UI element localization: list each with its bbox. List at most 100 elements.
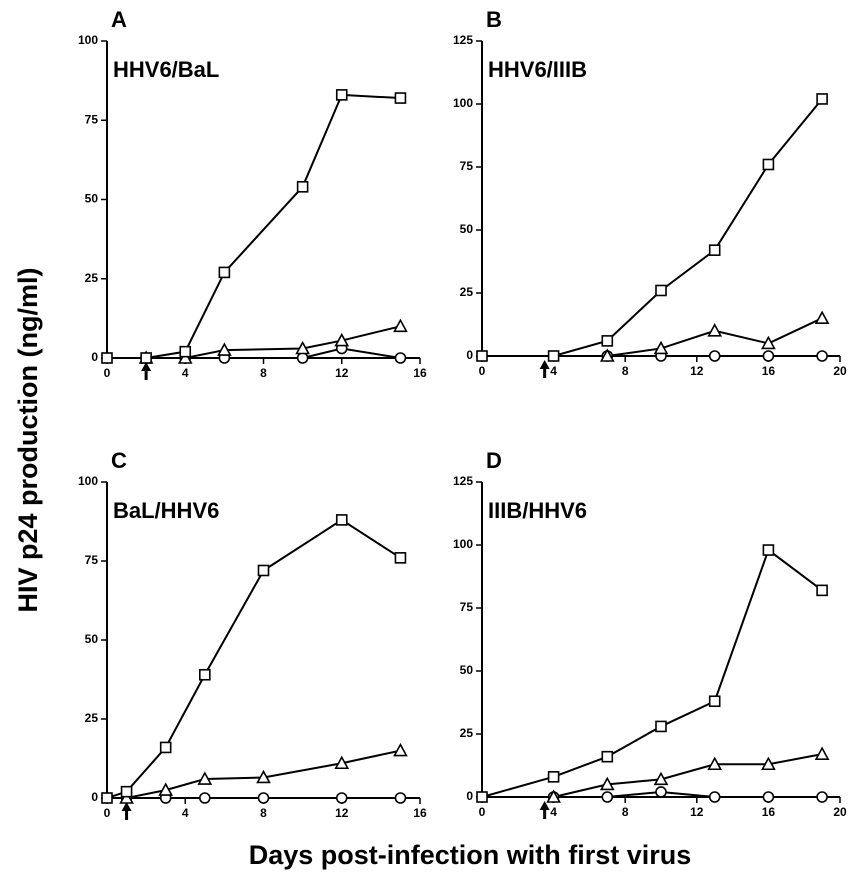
data-point — [101, 792, 113, 804]
y-tick-label: 50 — [85, 192, 99, 206]
data-point — [394, 92, 407, 104]
data-point — [476, 791, 488, 803]
data-point — [394, 552, 407, 564]
panel-label: D — [486, 448, 502, 473]
data-point — [816, 93, 828, 105]
data-point — [393, 742, 408, 757]
data-point — [140, 352, 152, 364]
data-point — [601, 791, 614, 803]
y-tick-label: 100 — [453, 537, 473, 551]
x-tick-label: 12 — [335, 806, 349, 820]
x-tick-label: 8 — [260, 366, 267, 380]
data-point — [296, 352, 309, 364]
x-tick-label: 16 — [762, 364, 776, 378]
data-point — [217, 342, 232, 356]
data-point — [296, 181, 309, 193]
x-tick-label: 8 — [260, 806, 267, 820]
series-line — [553, 753, 823, 798]
x-tick-label: 4 — [550, 364, 557, 378]
arrow — [121, 802, 132, 820]
data-point — [199, 792, 211, 804]
data-point — [546, 789, 561, 803]
data-point — [601, 335, 614, 347]
data-point — [708, 695, 721, 708]
data-point — [762, 350, 775, 362]
series-line — [106, 518, 401, 799]
panel-title: BaL/HHV6 — [113, 498, 219, 523]
y-tick-label: 50 — [85, 632, 99, 646]
data-point — [599, 776, 615, 791]
panel-label: B — [486, 7, 502, 32]
data-point — [816, 791, 828, 803]
x-tick-label: 12 — [335, 366, 349, 380]
y-tick-label: 100 — [78, 474, 98, 488]
y-tick-label: 0 — [466, 789, 473, 803]
data-point — [655, 720, 667, 733]
x-tick-label: 4 — [550, 805, 557, 819]
y-tick-label: 0 — [91, 350, 98, 364]
x-tick-label: 16 — [762, 805, 776, 819]
data-point — [707, 756, 723, 771]
data-point — [335, 792, 348, 804]
panel-label: A — [111, 7, 127, 32]
x-tick-label: 12 — [690, 805, 704, 819]
data-point — [120, 785, 133, 798]
data-point — [199, 668, 211, 681]
panel-title: HHV6/BaL — [113, 57, 219, 82]
data-point — [218, 266, 231, 279]
data-point — [762, 544, 775, 556]
arrow — [141, 362, 152, 380]
y-tick-label: 75 — [460, 600, 474, 614]
x-tick-label: 20 — [833, 805, 847, 819]
data-point — [761, 756, 776, 771]
x-tick-label: 20 — [833, 364, 847, 378]
data-point — [101, 352, 113, 364]
data-point — [655, 786, 667, 798]
y-tick-label: 25 — [460, 726, 474, 740]
data-point — [762, 158, 775, 171]
data-point — [295, 340, 310, 355]
data-point — [814, 310, 830, 325]
y-tick-label: 25 — [85, 711, 99, 725]
series-line — [107, 93, 401, 359]
data-point — [177, 350, 193, 364]
data-point — [335, 89, 348, 101]
data-point — [547, 350, 560, 362]
arrow — [539, 360, 550, 378]
data-point — [653, 771, 669, 786]
data-point — [707, 323, 723, 337]
data-point — [334, 755, 350, 770]
data-point — [816, 350, 828, 362]
data-point — [158, 782, 174, 796]
data-point — [814, 746, 830, 760]
data-point — [476, 350, 488, 362]
y-tick-label: 50 — [460, 663, 474, 677]
data-point — [655, 284, 667, 297]
x-tick-label: 8 — [622, 364, 629, 378]
y-tick-label: 50 — [460, 222, 474, 236]
y-tick-label: 125 — [453, 33, 473, 47]
y-tick-label: 25 — [85, 271, 99, 285]
data-point — [708, 791, 721, 803]
data-point — [119, 790, 134, 804]
data-point — [335, 514, 348, 526]
y-tick-label: 0 — [91, 790, 98, 804]
data-point — [179, 345, 192, 358]
x-tick-label: 16 — [413, 366, 427, 380]
x-tick-label: 8 — [622, 805, 629, 819]
data-point — [197, 771, 213, 785]
x-axis-title: Days post-infection with first virus — [249, 840, 692, 870]
x-tick-label: 0 — [104, 366, 111, 380]
y-tick-label: 100 — [453, 96, 473, 110]
data-point — [257, 792, 270, 804]
panel-title: HHV6/IIIB — [488, 57, 587, 82]
y-tick-label: 25 — [460, 285, 474, 299]
data-point — [816, 584, 828, 597]
series-line — [146, 347, 401, 359]
data-point — [599, 348, 615, 362]
y-tick-label: 100 — [78, 33, 98, 47]
data-point — [393, 318, 408, 333]
y-tick-label: 0 — [466, 348, 473, 362]
panel-title: IIIB/HHV6 — [488, 498, 587, 523]
series-line — [482, 98, 823, 357]
